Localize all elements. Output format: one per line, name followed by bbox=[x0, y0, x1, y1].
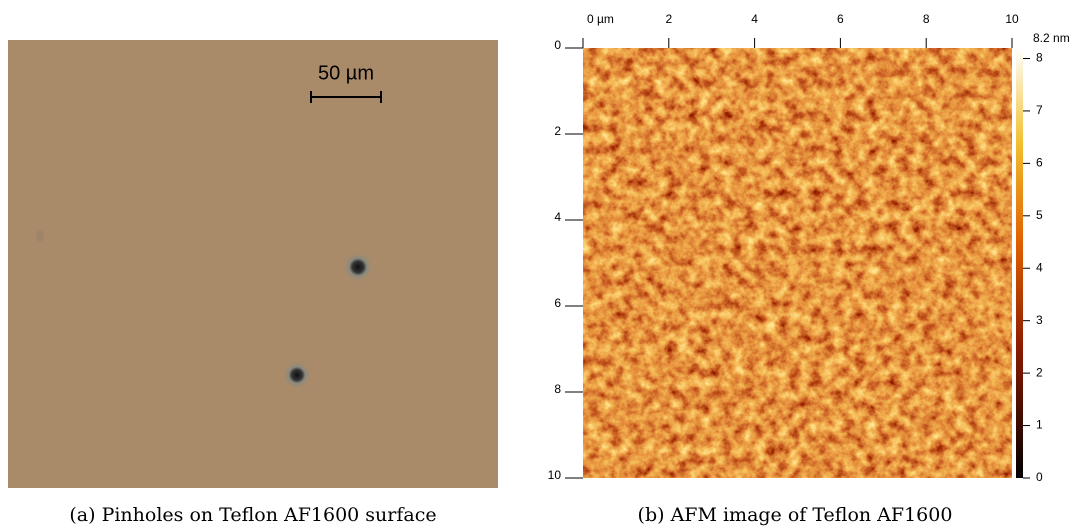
colorbar-tick-label: 5 bbox=[1036, 208, 1043, 222]
scale-bar bbox=[310, 91, 382, 103]
scale-bar-label: 50 µm bbox=[318, 62, 374, 84]
colorbar-tick-label: 7 bbox=[1036, 103, 1043, 117]
colorbar-max-label: 8.2 nm bbox=[1033, 31, 1070, 45]
colorbar bbox=[1016, 48, 1023, 478]
colorbar-tick-label: 2 bbox=[1036, 365, 1043, 379]
afm-image bbox=[583, 48, 1012, 478]
y-tick-label: 10 bbox=[548, 468, 562, 482]
y-tick-label: 4 bbox=[554, 210, 561, 224]
blemish bbox=[36, 230, 44, 242]
caption: (b) AFM image of Teflon AF1600 bbox=[638, 504, 953, 526]
caption: (a) Pinholes on Teflon AF1600 surface bbox=[69, 504, 436, 526]
colorbar-tick-label: 0 bbox=[1036, 470, 1043, 484]
colorbar-tick-label: 6 bbox=[1036, 156, 1043, 170]
y-tick-label: 6 bbox=[554, 296, 561, 310]
colorbar-tick-label: 8 bbox=[1036, 51, 1043, 65]
y-tick-label: 2 bbox=[554, 124, 561, 138]
y-tick-label: 0 bbox=[554, 38, 561, 52]
x-tick-label: 2 bbox=[665, 12, 672, 26]
micrograph bbox=[8, 40, 498, 488]
pinhole bbox=[282, 360, 312, 390]
x-tick-label: 10 bbox=[1005, 12, 1019, 26]
pinhole bbox=[342, 251, 374, 283]
colorbar-tick-label: 4 bbox=[1036, 260, 1043, 274]
x-tick-label: 4 bbox=[751, 12, 758, 26]
y-tick-label: 8 bbox=[554, 382, 561, 396]
x-tick-label: 8 bbox=[923, 12, 930, 26]
x-tick-label: 0 µm bbox=[587, 12, 614, 26]
colorbar-tick-label: 1 bbox=[1036, 418, 1043, 432]
colorbar-tick-label: 3 bbox=[1036, 313, 1043, 327]
x-tick-label: 6 bbox=[837, 12, 844, 26]
